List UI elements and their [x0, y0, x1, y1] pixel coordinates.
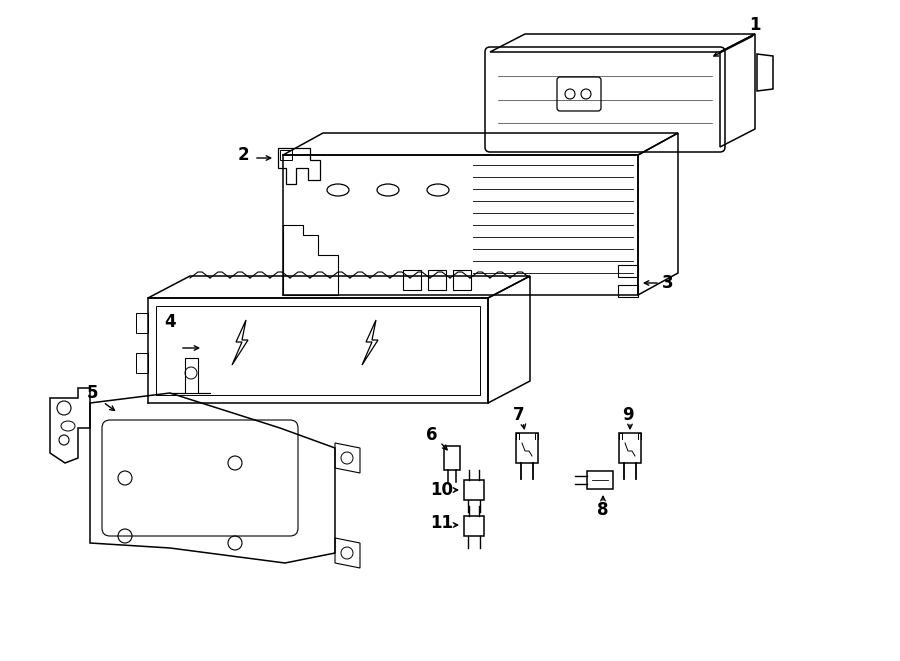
- Text: 11: 11: [430, 514, 454, 532]
- Bar: [464, 480, 484, 500]
- Text: 3: 3: [662, 274, 674, 292]
- Bar: [280, 150, 292, 160]
- Bar: [618, 285, 638, 297]
- Text: 7: 7: [513, 406, 525, 424]
- Bar: [453, 270, 471, 290]
- Bar: [619, 433, 641, 463]
- Text: 4: 4: [164, 313, 176, 331]
- Bar: [428, 270, 446, 290]
- Text: 9: 9: [622, 406, 634, 424]
- Bar: [464, 516, 484, 536]
- Text: 2: 2: [238, 146, 248, 164]
- Bar: [136, 353, 148, 373]
- Bar: [156, 306, 480, 395]
- Bar: [136, 313, 148, 333]
- Text: 5: 5: [87, 384, 99, 402]
- Text: 10: 10: [430, 481, 454, 499]
- Text: 1: 1: [749, 16, 760, 34]
- Text: 6: 6: [427, 426, 437, 444]
- Bar: [403, 270, 421, 290]
- Bar: [618, 265, 638, 277]
- Bar: [516, 433, 538, 463]
- Bar: [444, 446, 460, 470]
- Bar: [587, 471, 613, 489]
- Text: 8: 8: [598, 501, 608, 519]
